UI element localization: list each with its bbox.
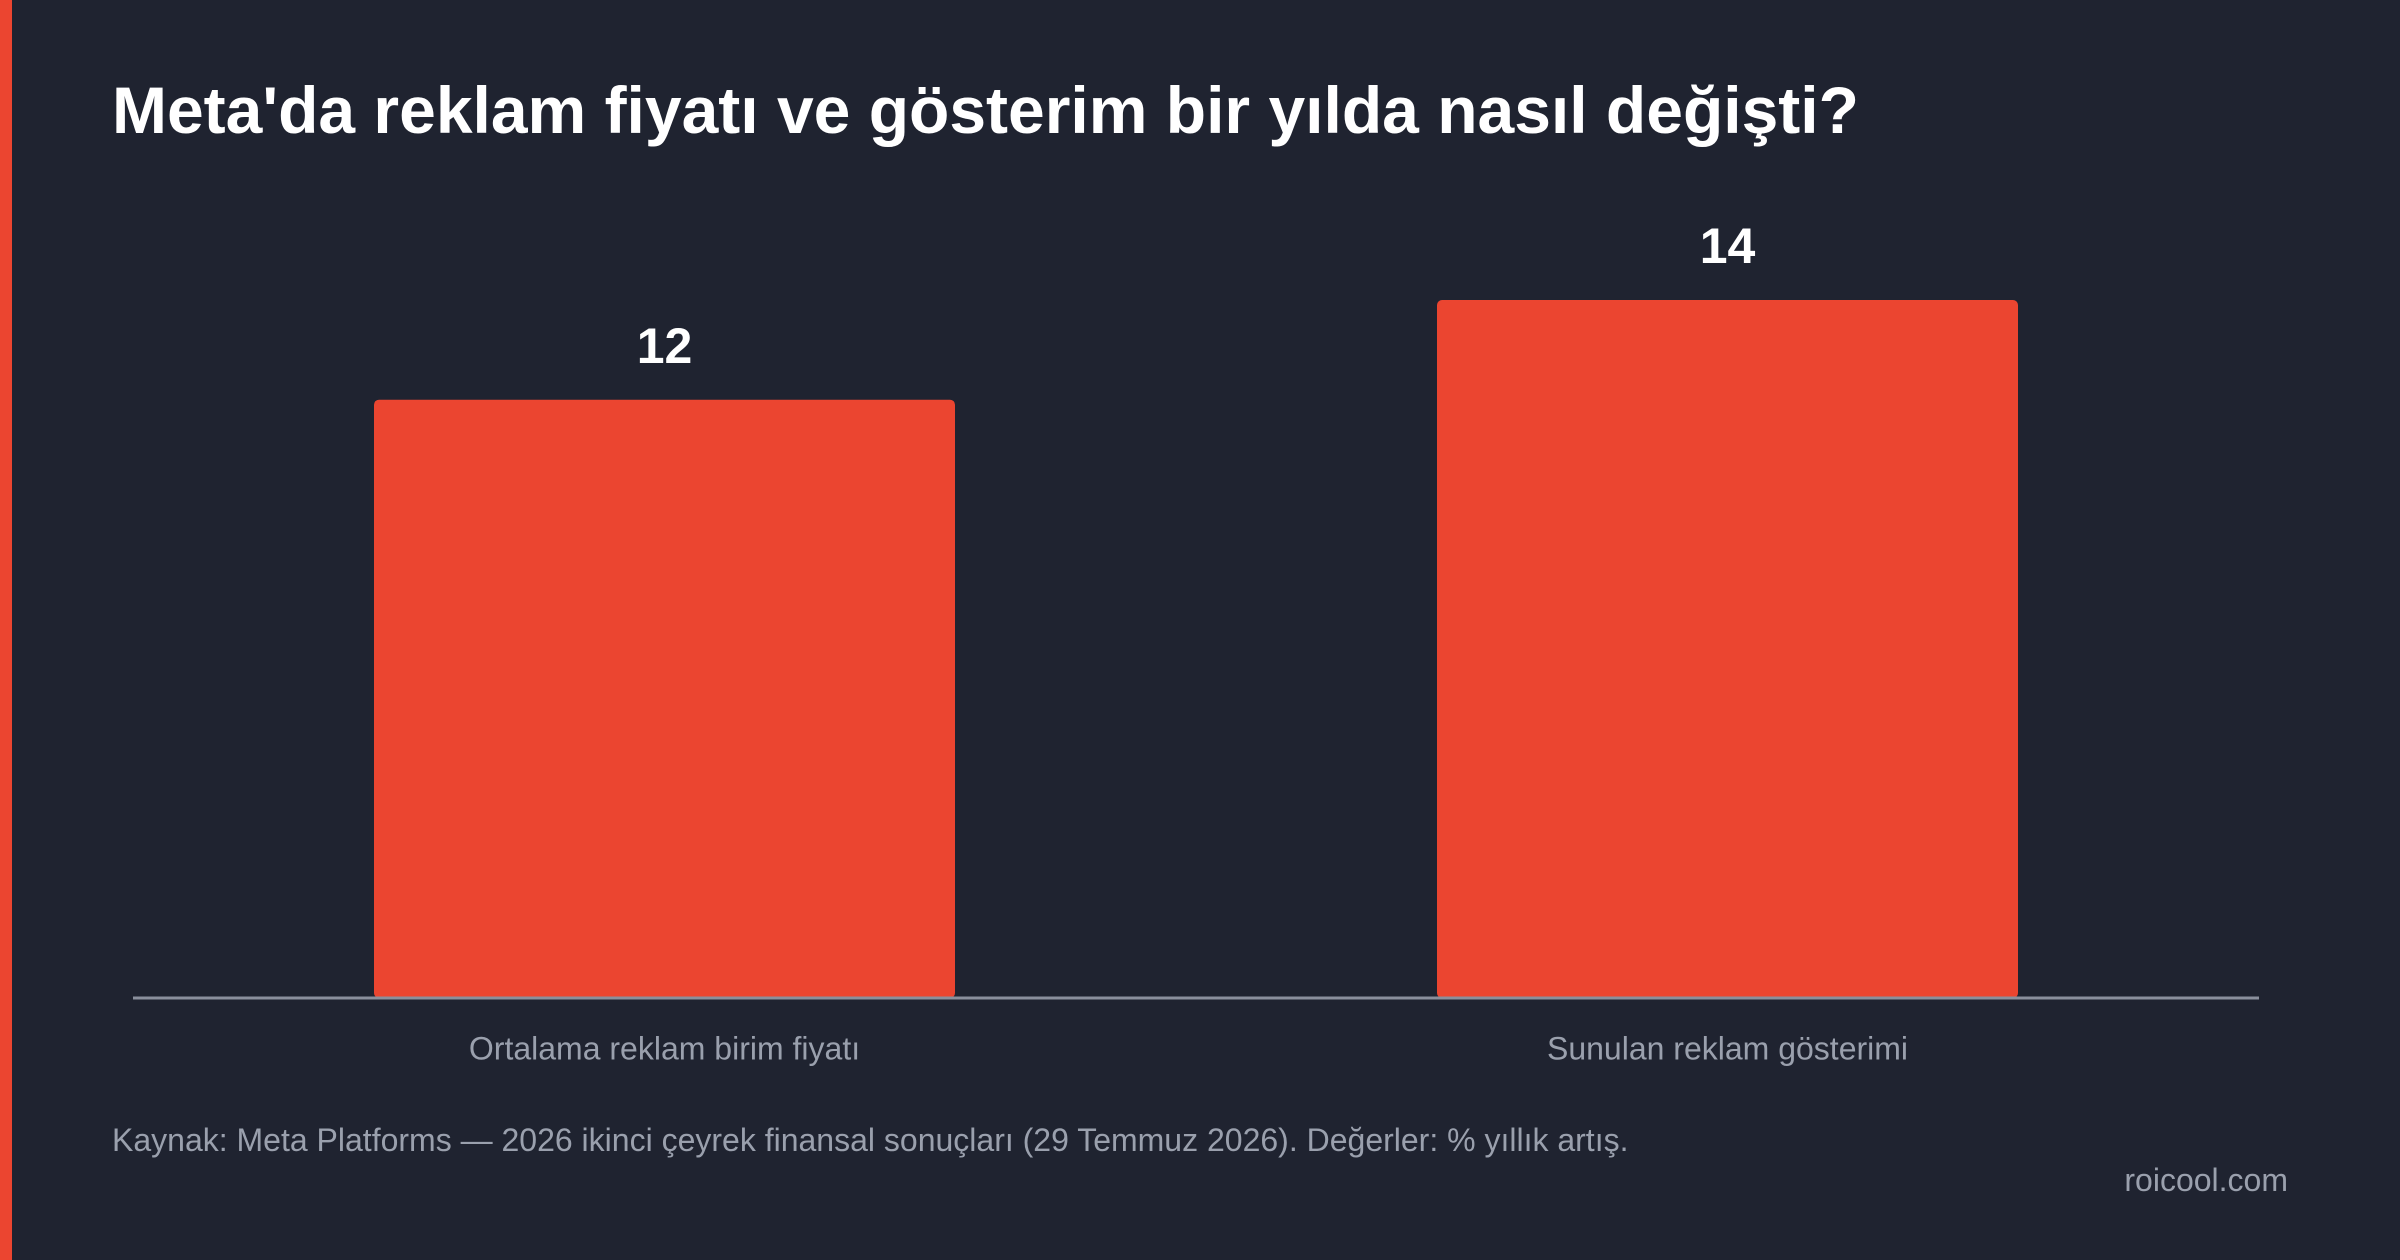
brand: roicool.com <box>2124 1162 2288 1198</box>
accent-stripe <box>0 0 12 1260</box>
value-label: 14 <box>1700 218 1756 274</box>
bar <box>1437 300 2018 998</box>
source-note: Kaynak: Meta Platforms — 2026 ikinci çey… <box>112 1122 1629 1158</box>
x-tick-label: Ortalama reklam birim fiyatı <box>469 1030 860 1066</box>
chart-title: Meta'da reklam fiyatı ve gösterim bir yı… <box>112 73 1859 147</box>
bar <box>374 399 955 998</box>
x-tick-label: Sunulan reklam gösterimi <box>1547 1030 1908 1066</box>
value-label: 12 <box>637 318 693 374</box>
